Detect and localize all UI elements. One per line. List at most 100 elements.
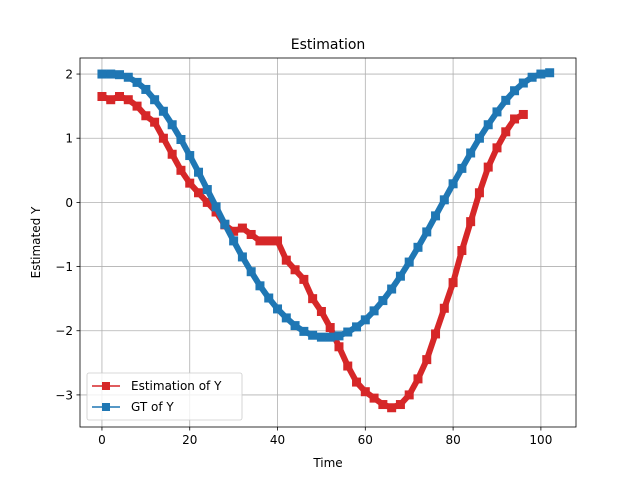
data-point [545,68,555,78]
data-point [299,274,309,284]
data-point [220,219,230,229]
data-point [369,306,379,316]
data-point [273,236,283,246]
data-point [123,95,133,105]
data-point [360,387,370,397]
data-point [167,149,177,159]
data-point [185,178,195,188]
data-point [501,127,511,137]
data-point [229,236,239,246]
data-point [264,236,274,246]
data-point [176,165,186,175]
data-point [343,361,353,371]
data-point [448,278,458,288]
data-point [115,70,125,80]
data-point [404,257,414,267]
data-point [510,114,520,124]
data-point [141,84,151,94]
data-point [211,202,221,212]
data-point [150,95,160,105]
data-point [395,400,405,410]
data-point [281,313,291,323]
data-point [466,148,476,158]
data-point [457,163,467,173]
ticks: 0 20 40 60 80 100 −3 −2 −1 0 1 2 [55,68,552,447]
data-point [158,133,168,143]
legend-marker-estimation [102,382,110,390]
series-estimation-of-y [97,92,528,413]
y-axis-label: Estimated Y [29,206,43,278]
data-point [106,95,116,105]
y-tick-label: −3 [55,388,73,402]
data-point [299,326,309,336]
data-point [132,77,142,87]
data-point [97,69,107,79]
legend-marker-gt [102,403,110,411]
data-point [202,185,212,195]
data-point [132,101,142,111]
data-point [483,120,493,130]
data-point [97,92,107,102]
data-point [369,393,379,403]
legend-label-gt: GT of Y [131,400,174,414]
data-point [246,267,256,277]
y-tick-label: 0 [65,196,73,210]
data-point [483,162,493,172]
data-point [343,327,353,337]
data-point [194,167,204,177]
data-point [431,329,441,339]
legend-box [86,372,243,421]
data-point [360,315,370,325]
data-point [518,109,528,119]
data-point [387,403,397,413]
data-point [308,294,318,304]
data-point [316,306,326,316]
data-point [518,78,528,88]
data-point [150,117,160,127]
data-point [448,179,458,189]
data-point [308,330,318,340]
data-point [527,72,537,82]
data-point [246,229,256,239]
data-point [273,304,283,314]
data-point [229,226,239,236]
series-gt-of-y [97,68,555,342]
data-point [255,236,265,246]
y-tick-label: 2 [65,68,73,82]
data-point [431,211,441,221]
data-point [255,281,265,291]
data-point [264,293,274,303]
data-point [115,92,125,102]
data-point [413,374,423,384]
data-point [237,252,247,262]
data-point [290,265,300,275]
plot-frame [79,57,577,428]
data-point [474,133,484,143]
x-tick-label: 0 [98,433,106,447]
data-point [325,323,335,333]
data-point [395,271,405,281]
legend: Estimation of Y GT of Y [86,372,243,421]
data-point [457,246,467,256]
data-point [474,188,484,198]
data-point [352,377,362,387]
x-tick-label: 80 [445,433,460,447]
data-point [106,69,116,79]
data-point [439,303,449,313]
data-point [290,321,300,331]
x-tick-label: 40 [270,433,285,447]
y-tick-label: −2 [55,324,73,338]
data-point [325,332,335,342]
data-point [185,151,195,161]
x-axis-label: Time [312,456,342,470]
data-point [422,355,432,365]
data-point [501,95,511,105]
data-point [378,296,388,306]
x-tick-label: 60 [358,433,373,447]
data-point [422,227,432,237]
data-point [141,111,151,121]
legend-label-estimation: Estimation of Y [131,379,222,393]
data-point [413,242,423,252]
data-point [237,223,247,233]
chart-title: Estimation [291,37,366,53]
